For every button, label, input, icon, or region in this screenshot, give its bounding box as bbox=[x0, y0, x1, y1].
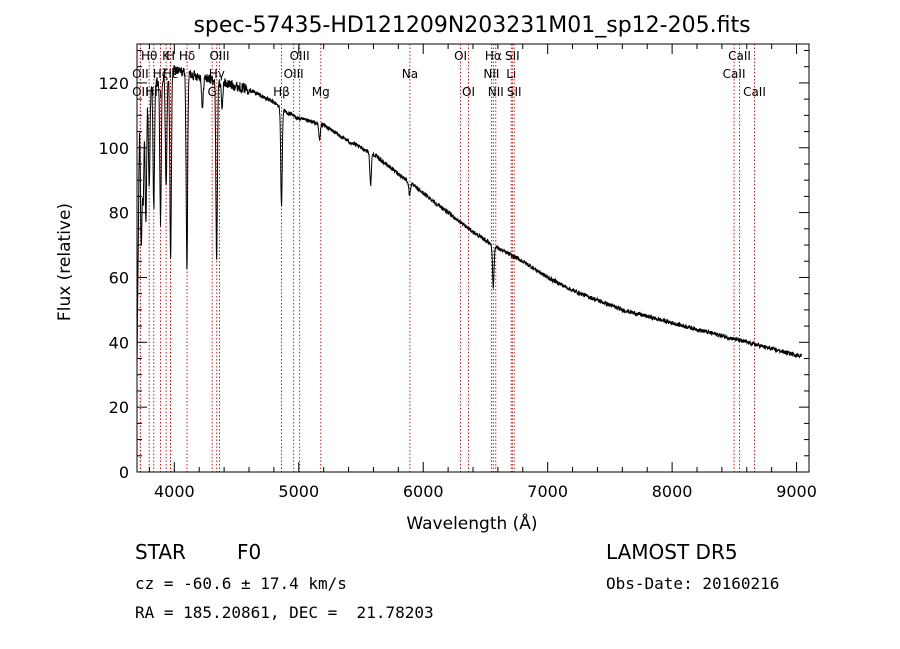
x-tick-label: 8000 bbox=[652, 482, 693, 501]
y-tick-label: 120 bbox=[98, 74, 129, 93]
spectrum-line bbox=[136, 65, 802, 364]
y-axis-label: Flux (relative) bbox=[55, 203, 75, 321]
line-marker-label: SII bbox=[507, 85, 522, 99]
line-marker-label: OI bbox=[462, 85, 475, 99]
x-axis-label: Wavelength (Å) bbox=[406, 512, 537, 534]
chart-title: spec-57435-HD121209N203231M01_sp12-205.f… bbox=[193, 13, 750, 38]
x-axis: 4000 5000 6000 7000 8000 9000 bbox=[148, 44, 817, 501]
x-tick-label: 4000 bbox=[154, 482, 195, 501]
line-marker-label: CaII bbox=[728, 49, 751, 63]
y-tick-label: 100 bbox=[98, 139, 129, 158]
object-subclass-label: F0 bbox=[237, 540, 262, 564]
obs-date-text: Obs-Date: 20160216 bbox=[606, 574, 780, 593]
line-marker-label: CaII bbox=[723, 67, 746, 81]
x-tick-label: 7000 bbox=[527, 482, 568, 501]
y-tick-label: 40 bbox=[109, 333, 129, 352]
x-tick-label: 5000 bbox=[278, 482, 319, 501]
line-marker-label: Hβ bbox=[273, 85, 290, 99]
line-marker-label: Hδ bbox=[179, 49, 195, 63]
line-marker-label: CaII bbox=[743, 85, 766, 99]
y-tick-label: 0 bbox=[119, 463, 129, 482]
line-marker-label: SII bbox=[505, 49, 520, 63]
line-marker-label: OII bbox=[132, 67, 149, 81]
spectrum-line-group bbox=[136, 65, 802, 364]
line-marker-label: G bbox=[208, 85, 217, 99]
line-marker-label: Hη bbox=[145, 85, 162, 99]
line-marker-group: OIIOIIHθHηHζKHHεHδGHγOIIIHβOIIIOIIIMgNaO… bbox=[132, 44, 766, 472]
line-marker-label: Hε bbox=[163, 67, 179, 81]
y-tick-label: 80 bbox=[109, 204, 129, 223]
line-marker-label: Hα bbox=[485, 49, 502, 63]
line-marker-label: Li bbox=[506, 67, 516, 81]
line-marker-label: OIII bbox=[290, 49, 310, 63]
object-class-label: STAR bbox=[135, 540, 186, 564]
y-axis: 0 20 40 60 80 100 120 bbox=[98, 49, 809, 482]
redshift-text: cz = -60.6 ± 17.4 km/s bbox=[135, 574, 347, 593]
line-marker-label: Na bbox=[402, 67, 418, 81]
plot-frame bbox=[136, 43, 810, 473]
line-marker-label: K bbox=[162, 49, 171, 63]
x-tick-label: 6000 bbox=[403, 482, 444, 501]
line-marker-label: OIII bbox=[284, 67, 304, 81]
line-marker-label: Hθ bbox=[141, 49, 157, 63]
line-marker-label: NII bbox=[488, 85, 504, 99]
line-marker-label: NII bbox=[483, 67, 499, 81]
coordinates-text: RA = 185.20861, DEC = 21.78203 bbox=[135, 603, 434, 622]
survey-label: LAMOST DR5 bbox=[606, 540, 738, 564]
x-tick-label: 9000 bbox=[776, 482, 817, 501]
line-marker-label: OIII bbox=[209, 49, 229, 63]
line-marker-label: Mg bbox=[312, 85, 330, 99]
line-marker-label: OII bbox=[132, 85, 149, 99]
line-marker-label: OI bbox=[454, 49, 467, 63]
y-tick-label: 60 bbox=[109, 268, 129, 287]
y-tick-label: 20 bbox=[109, 398, 129, 417]
